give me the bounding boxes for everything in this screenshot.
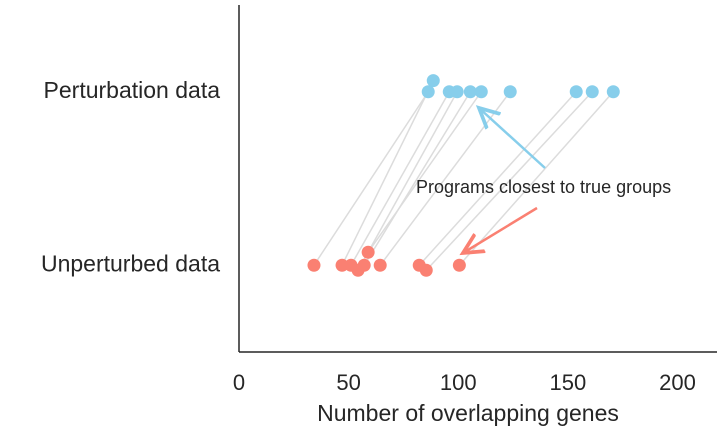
point [373, 258, 387, 272]
link [367, 91, 482, 253]
point [419, 263, 433, 277]
point [606, 85, 620, 99]
link [418, 91, 577, 266]
links [313, 80, 614, 271]
point [426, 74, 440, 88]
x-tick-label: 50 [336, 370, 360, 395]
point [474, 85, 488, 99]
arrow [463, 206, 538, 253]
point [421, 85, 435, 99]
link [363, 91, 471, 266]
link [425, 91, 593, 271]
link [341, 80, 434, 266]
point [463, 85, 477, 99]
link [313, 91, 429, 266]
point [335, 258, 349, 272]
x-tick-label: 100 [440, 370, 477, 395]
y-tick-label: Perturbation data [44, 77, 221, 103]
link [357, 91, 458, 271]
point [503, 85, 517, 99]
x-tick-label: 150 [550, 370, 587, 395]
point [569, 85, 583, 99]
point [450, 85, 464, 99]
point [452, 258, 466, 272]
annotation: Programs closest to true groups [416, 177, 671, 197]
x-tick-label: 200 [659, 370, 696, 395]
point [361, 245, 375, 259]
y-tick-label: Unperturbed data [41, 250, 220, 276]
points [307, 74, 620, 277]
x-tick-label: 0 [233, 370, 245, 395]
x-axis-label: Number of overlapping genes [317, 400, 619, 426]
point [307, 258, 321, 272]
arrow [479, 108, 546, 169]
point [357, 258, 371, 272]
point [585, 85, 599, 99]
link [350, 91, 450, 266]
